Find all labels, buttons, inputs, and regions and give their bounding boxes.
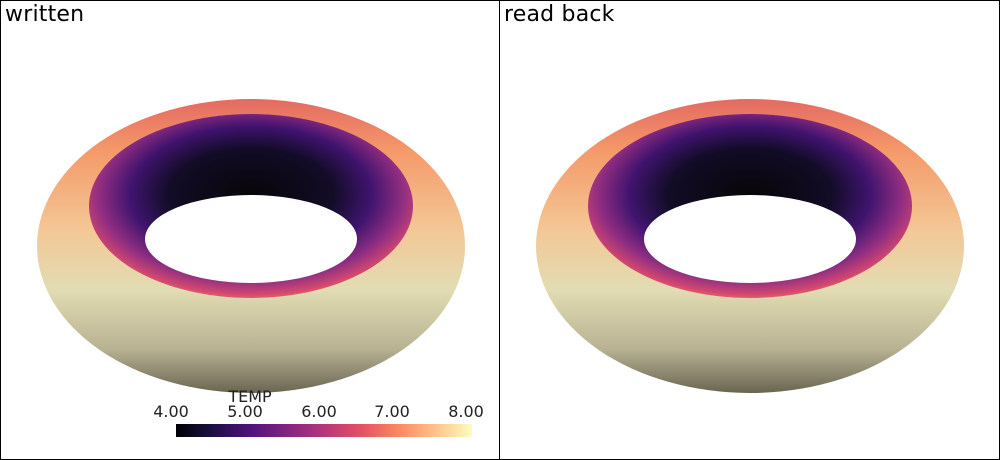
colorbar-tick-label: 6.00 <box>301 402 337 421</box>
viewport-read-back[interactable]: read back <box>499 0 1000 460</box>
torus-inner-surface <box>89 114 413 298</box>
viewport-title: written <box>5 2 85 27</box>
torus-render-written[interactable] <box>1 1 500 460</box>
torus-inner-surface <box>588 114 912 298</box>
colorbar-title: TEMP <box>228 387 272 406</box>
viewport-written[interactable]: written TEMP 4.00 5.00 6.00 7.00 8.00 <box>0 0 500 460</box>
torus-render-read-back[interactable] <box>500 1 1000 460</box>
colorbar-tick-label: 8.00 <box>448 402 484 421</box>
colorbar-tick-label: 5.00 <box>227 402 263 421</box>
colorbar-gradient <box>176 424 472 437</box>
viewport-title: read back <box>504 2 615 27</box>
colorbar-tick-label: 7.00 <box>374 402 410 421</box>
colorbar-tick-label: 4.00 <box>153 402 189 421</box>
